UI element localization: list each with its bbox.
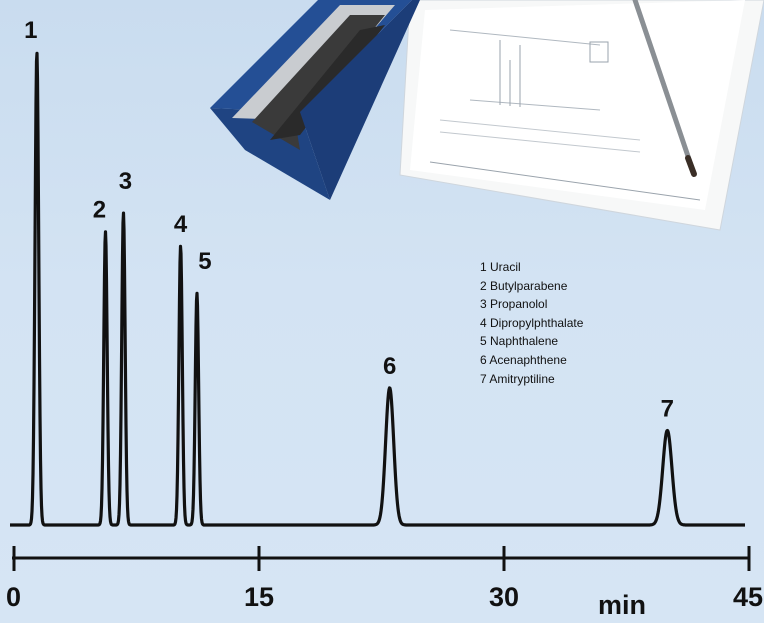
legend-item: 1 Uracil (480, 260, 521, 274)
legend-item: 7 Amitryptiline (480, 371, 555, 386)
column-and-report-photo (210, 0, 764, 231)
legend-item: 4 Dipropylphthalate (480, 315, 584, 330)
compound-legend: 1 Uracil 2 Butylparabene 3 Propanolol 4 … (480, 258, 583, 388)
chromatogram-trace (8, 51, 747, 527)
peak-label-1: 1 (24, 17, 37, 44)
legend-item: 6 Acenaphthene (480, 352, 567, 367)
x-tick-label: 15 (244, 582, 274, 612)
x-tick-label: 30 (489, 582, 519, 612)
peak-label-5: 5 (198, 248, 211, 275)
peak-label-2: 2 (93, 197, 106, 224)
x-axis: 0 15 30 45 (6, 546, 763, 612)
peak-label-4: 4 (174, 211, 188, 238)
legend-item: 2 Butylparabene (480, 278, 568, 293)
legend-item: 5 Naphthalene (480, 334, 559, 349)
legend-item: 3 Propanolol (480, 297, 548, 312)
x-tick-label: 0 (6, 582, 21, 612)
x-axis-unit-label: min (598, 590, 647, 620)
peak-label-6: 6 (383, 353, 396, 380)
peak-label-7: 7 (661, 395, 674, 422)
peak-label-3: 3 (119, 168, 132, 195)
x-tick-label: 45 (733, 582, 763, 612)
